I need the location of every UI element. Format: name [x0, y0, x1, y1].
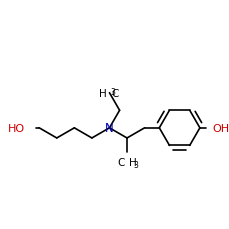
- Text: HO: HO: [8, 123, 25, 133]
- Text: N: N: [105, 122, 113, 135]
- Text: C: C: [117, 157, 125, 167]
- Text: H: H: [128, 157, 136, 167]
- Text: OH: OH: [212, 123, 229, 133]
- Text: 3: 3: [110, 88, 115, 97]
- Text: H: H: [98, 88, 106, 98]
- Text: C: C: [111, 88, 118, 98]
- Text: 3: 3: [133, 160, 138, 169]
